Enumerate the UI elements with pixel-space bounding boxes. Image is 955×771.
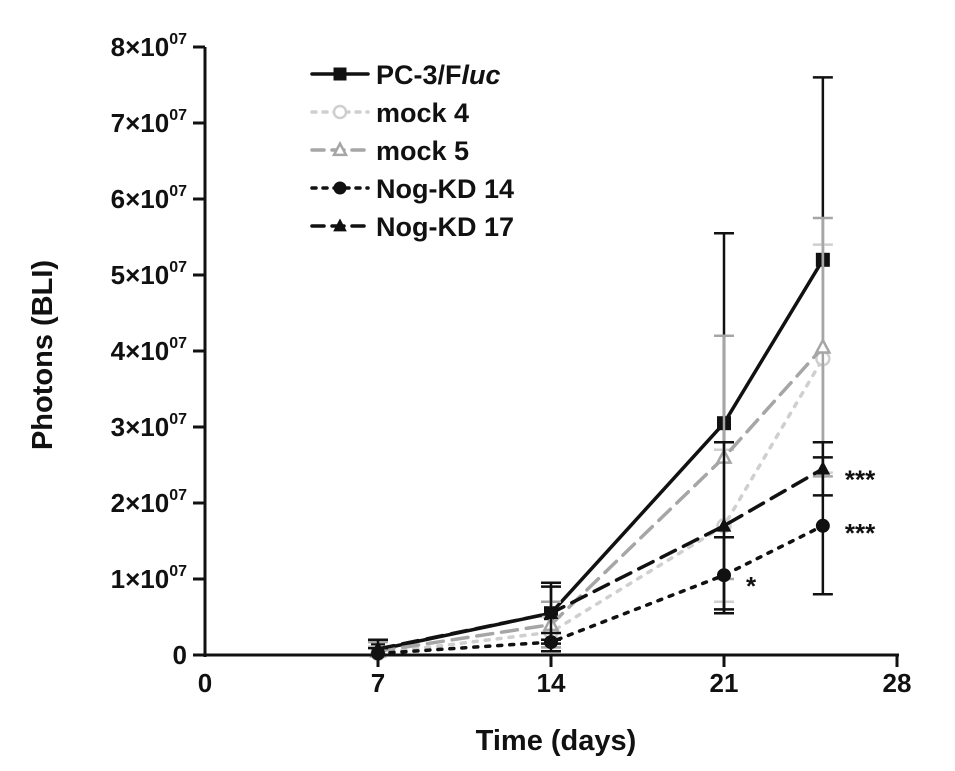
series-1 [368, 243, 833, 662]
data-point [814, 337, 832, 354]
series-2 [368, 216, 833, 658]
legend-entry-0: PC-3/Fluc [310, 60, 501, 90]
significance-label: *** [845, 465, 876, 495]
annotations: ******* [746, 465, 876, 601]
x-tick-label: 21 [710, 668, 739, 698]
y-tick-label: 3×1007 [111, 411, 187, 442]
y-tick-label: 5×1007 [111, 259, 187, 290]
y-tick-label: 1×1007 [111, 563, 187, 594]
legend-marker [331, 140, 349, 157]
plot-marks [368, 76, 833, 662]
legend-marker [333, 67, 347, 81]
legend-label: mock 5 [376, 136, 469, 166]
axes: 0 7 14 21 28 0 1×1007 2×1007 3×1007 4×1007 5×1007 6… [111, 31, 912, 698]
series-line [376, 356, 825, 656]
significance-label: * [746, 571, 757, 601]
y-tick-label: 8×1007 [111, 31, 187, 62]
x-tick-label: 28 [883, 668, 912, 698]
legend-entry-4: Nog-KD 17 [310, 212, 514, 242]
series-line [376, 524, 825, 656]
data-point [815, 460, 831, 475]
x-axis-title: Time (days) [476, 725, 637, 757]
legend: PC-3/Fluc mock 4 mock 5 Nog-KD 14 Nog-KD 17 [310, 60, 514, 242]
significance-label: *** [845, 518, 876, 548]
series-4 [368, 440, 833, 657]
y-tick-label: 4×1007 [111, 335, 187, 366]
legend-entry-3: Nog-KD 14 [310, 174, 514, 204]
legend-entry-2: mock 5 [310, 136, 469, 166]
x-tick-label: 14 [537, 668, 566, 698]
y-tick-label: 6×1007 [111, 183, 187, 214]
y-axis-title: Photons (BLI) [27, 260, 59, 450]
legend-marker [332, 104, 348, 120]
legend-marker [333, 218, 347, 232]
data-point [543, 605, 559, 619]
data-point [815, 518, 830, 533]
y-tick-label: 7×1007 [111, 107, 187, 138]
legend-label: mock 4 [376, 98, 469, 128]
legend-marker [333, 181, 347, 195]
series-line [376, 258, 825, 652]
legend-label: Nog-KD 17 [376, 212, 514, 242]
y-tick-label: 2×1007 [111, 487, 187, 518]
x-tick-label: 0 [198, 668, 212, 698]
y-tick-label: 0 [173, 640, 187, 670]
series-line [376, 345, 825, 653]
legend-entry-1: mock 4 [310, 98, 469, 128]
data-point [716, 517, 732, 532]
legend-label: PC-3/Fluc [376, 60, 501, 90]
legend-label: Nog-KD 14 [376, 174, 514, 204]
series-line [376, 467, 825, 651]
x-tick-label: 7 [371, 668, 385, 698]
